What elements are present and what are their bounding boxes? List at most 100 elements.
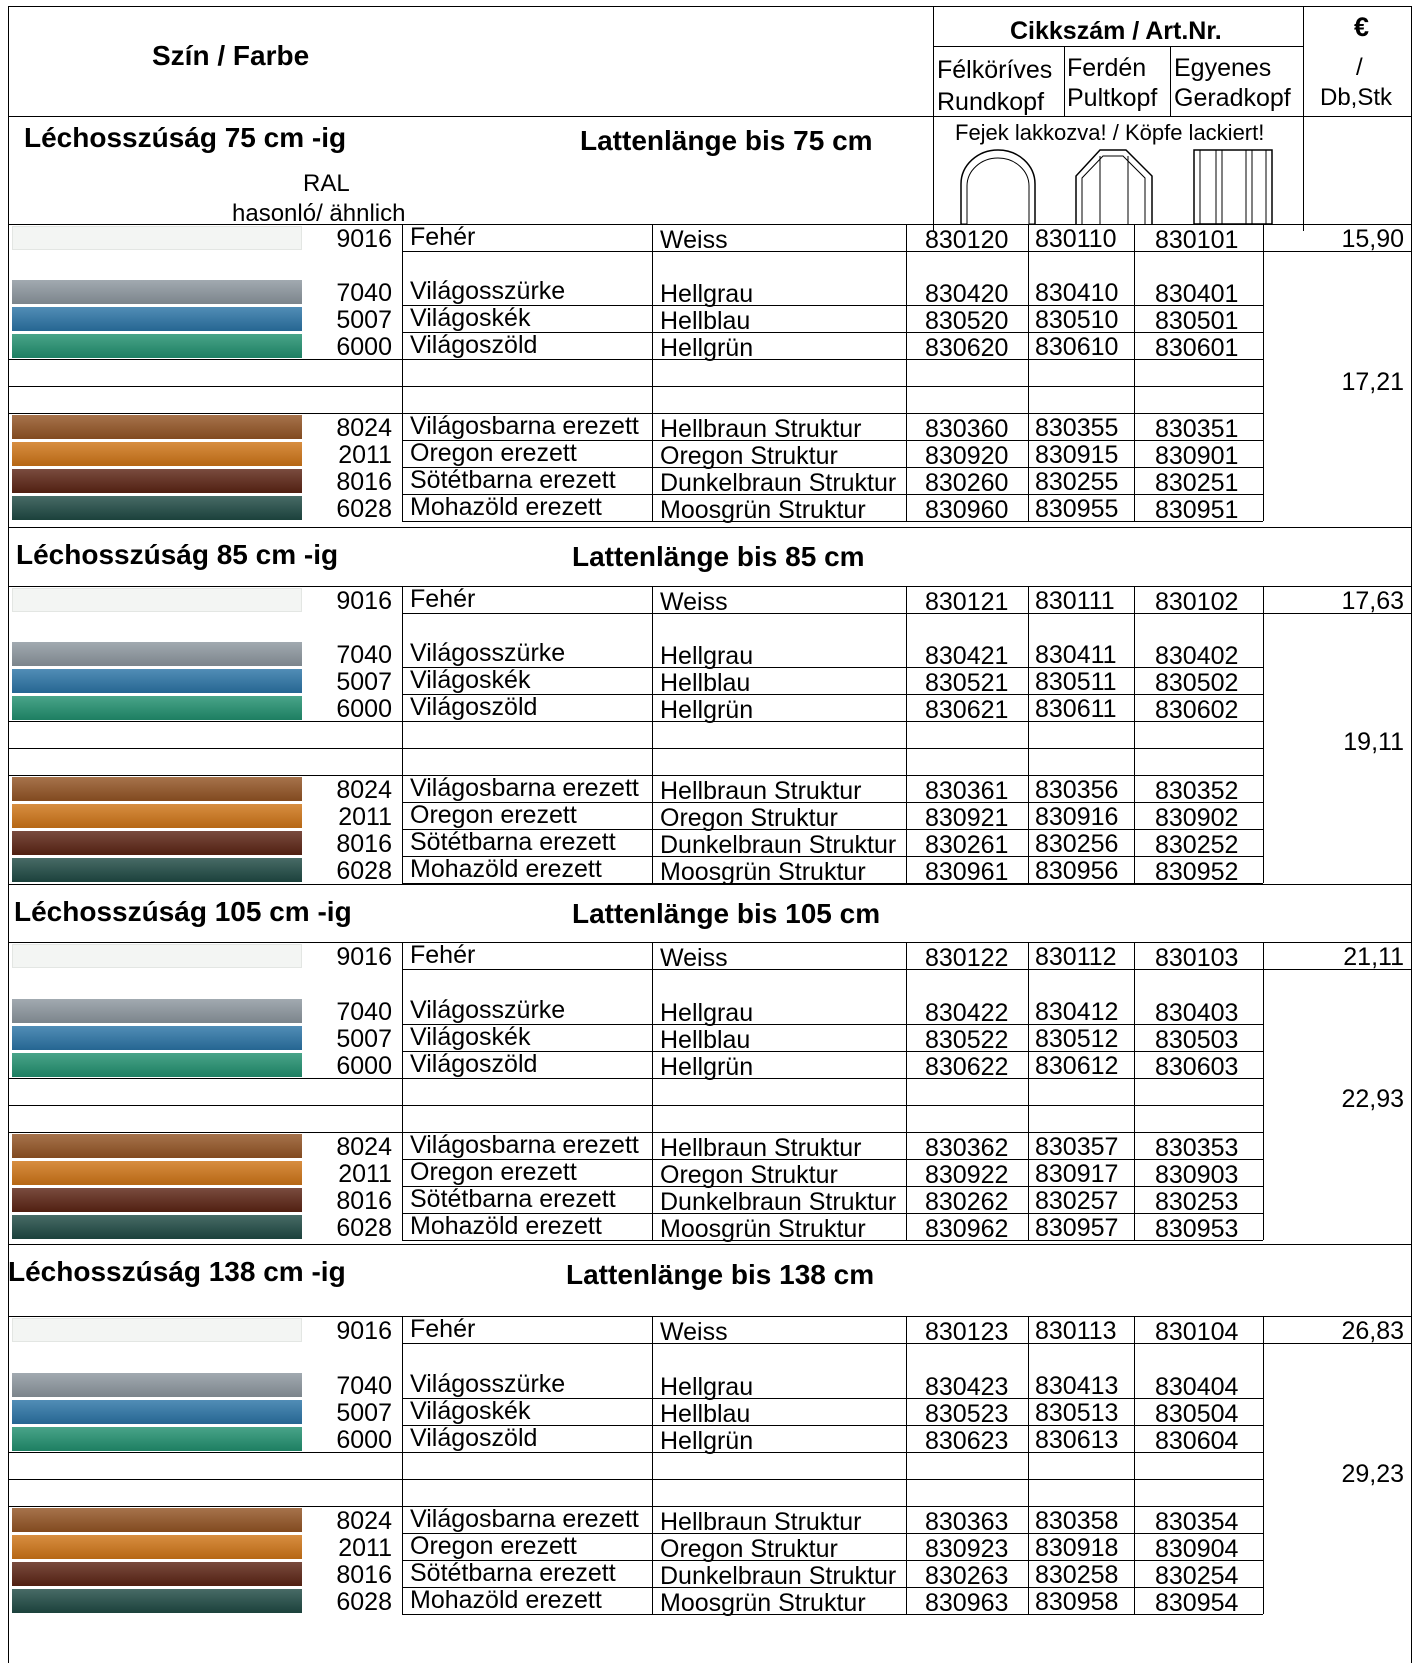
column-rule: [652, 224, 653, 521]
section-separator: [8, 527, 1411, 528]
artnr-pultkopf: 830916: [1035, 803, 1119, 831]
artnr-rundkopf: 830520: [925, 307, 1009, 335]
spacer-rule: [8, 748, 1263, 749]
color-swatch-9016: [12, 226, 302, 250]
artnr-pultkopf: 830258: [1035, 1561, 1119, 1589]
artnr-geradkopf: 830253: [1155, 1188, 1239, 1216]
price-column-rule: [1263, 1316, 1264, 1614]
row-bottom-rule: [402, 1159, 1263, 1160]
spacer-rule: [8, 1105, 1263, 1106]
group-price: 19,11: [1343, 728, 1404, 756]
color-name-de: Hellblau: [660, 669, 751, 697]
artnr-rundkopf: 830620: [925, 334, 1009, 362]
ral-code: 6000: [336, 695, 392, 723]
ral-code: 7040: [336, 998, 392, 1026]
color-name-de: Moosgrün Struktur: [660, 1589, 866, 1617]
column-rule: [1028, 224, 1029, 521]
color-name-de: Hellbraun Struktur: [660, 1508, 862, 1536]
color-swatch-7040: [12, 999, 302, 1023]
color-swatch-7040: [12, 642, 302, 666]
artnr-geradkopf: 830101: [1155, 226, 1239, 254]
artnr-geradkopf: 830401: [1155, 280, 1239, 308]
ral-code: 8016: [336, 1187, 392, 1215]
section-title-hu: Léchosszúság 75 cm -ig: [24, 122, 347, 153]
row-bottom-rule: [402, 1186, 1263, 1187]
color-name-de: Dunkelbraun Struktur: [660, 469, 897, 497]
header-price-left-rule: [1303, 6, 1304, 231]
color-name-de: Weiss: [660, 588, 728, 616]
artnr-pultkopf: 830612: [1035, 1052, 1119, 1080]
color-swatch-6028: [12, 1589, 302, 1613]
color-swatch-8016: [12, 1562, 302, 1586]
column-rule: [402, 942, 403, 1240]
spacer-rule: [8, 721, 1263, 722]
artnr-rundkopf: 830421: [925, 642, 1009, 670]
artnr-geradkopf: 830351: [1155, 415, 1239, 443]
spacer-rule: [8, 386, 1263, 387]
section-title-de: Lattenlänge bis 138 cm: [566, 1259, 875, 1290]
color-swatch-6000: [12, 1427, 302, 1451]
artnr-geradkopf: 830504: [1155, 1400, 1239, 1428]
artnr-rundkopf: 830363: [925, 1508, 1009, 1536]
color-name-de: Weiss: [660, 1318, 728, 1346]
color-name-hu: Világoskék: [410, 1023, 531, 1051]
ral-code: 2011: [338, 803, 392, 831]
table-left-border: [8, 6, 9, 1663]
color-swatch-8024: [12, 777, 302, 801]
ral-code: 9016: [336, 1317, 392, 1345]
color-swatch-8016: [12, 831, 302, 855]
ral-code: 8024: [336, 1507, 392, 1535]
color-name-de: Hellblau: [660, 307, 751, 335]
spacer-rule: [8, 1479, 1263, 1480]
ral-code: 8024: [336, 414, 392, 442]
color-name-de: Hellbraun Struktur: [660, 777, 862, 805]
column-rule: [652, 586, 653, 883]
ral-code: 7040: [336, 1372, 392, 1400]
color-swatch-2011: [12, 442, 302, 466]
row-bottom-rule: [402, 305, 1263, 306]
column-rule: [652, 1316, 653, 1614]
ral-code: 8024: [336, 1133, 392, 1161]
section-title-hu: Léchosszúság 105 cm -ig: [14, 896, 352, 927]
artnr-pultkopf: 830510: [1035, 306, 1119, 334]
ral-code: 2011: [338, 1534, 392, 1562]
artnr-rundkopf: 830260: [925, 469, 1009, 497]
color-name-de: Hellblau: [660, 1400, 751, 1428]
artnr-rundkopf: 830921: [925, 804, 1009, 832]
color-name-hu: Mohazöld erezett: [410, 1212, 602, 1240]
artnr-rundkopf: 830122: [925, 944, 1009, 972]
artnr-pultkopf: 830113: [1035, 1317, 1117, 1345]
artnr-rundkopf: 830121: [925, 588, 1009, 616]
color-swatch-6000: [12, 334, 302, 358]
artnr-geradkopf: 830604: [1155, 1427, 1239, 1455]
ral-label: RAL: [303, 170, 350, 197]
artnr-pultkopf: 830956: [1035, 857, 1119, 885]
artnr-pultkopf: 830112: [1035, 943, 1117, 971]
color-name-de: Oregon Struktur: [660, 1535, 838, 1563]
color-name-hu: Sötétbarna erezett: [410, 828, 616, 856]
section-title-de: Lattenlänge bis 85 cm: [572, 541, 865, 572]
ral-code: 6000: [336, 1426, 392, 1454]
artnr-pultkopf: 830413: [1035, 1372, 1119, 1400]
row-bottom-rule: [402, 440, 1263, 441]
col-geradkopf-hu: Egyenes: [1174, 54, 1272, 82]
column-rule: [402, 1316, 403, 1614]
column-rule: [1134, 224, 1135, 521]
price-unit-slash: /: [1356, 54, 1363, 81]
artnr-pultkopf: 830613: [1035, 1426, 1119, 1454]
artnr-geradkopf: 830901: [1155, 442, 1239, 470]
artnr-pultkopf: 830410: [1035, 279, 1119, 307]
artnr-rundkopf: 830623: [925, 1427, 1009, 1455]
column-rule: [1028, 1316, 1029, 1614]
color-name-de: Hellgrau: [660, 642, 754, 670]
artnr-rundkopf: 830361: [925, 777, 1009, 805]
color-name-de: Hellbraun Struktur: [660, 1134, 862, 1162]
artnr-geradkopf: 830602: [1155, 696, 1239, 724]
color-name-de: Oregon Struktur: [660, 1161, 838, 1189]
column-rule: [1134, 1316, 1135, 1614]
artnr-rundkopf: 830263: [925, 1562, 1009, 1590]
white-price: 21,11: [1343, 943, 1404, 971]
color-swatch-8024: [12, 1134, 302, 1158]
artnr-geradkopf: 830502: [1155, 669, 1239, 697]
color-swatch-2011: [12, 1535, 302, 1559]
